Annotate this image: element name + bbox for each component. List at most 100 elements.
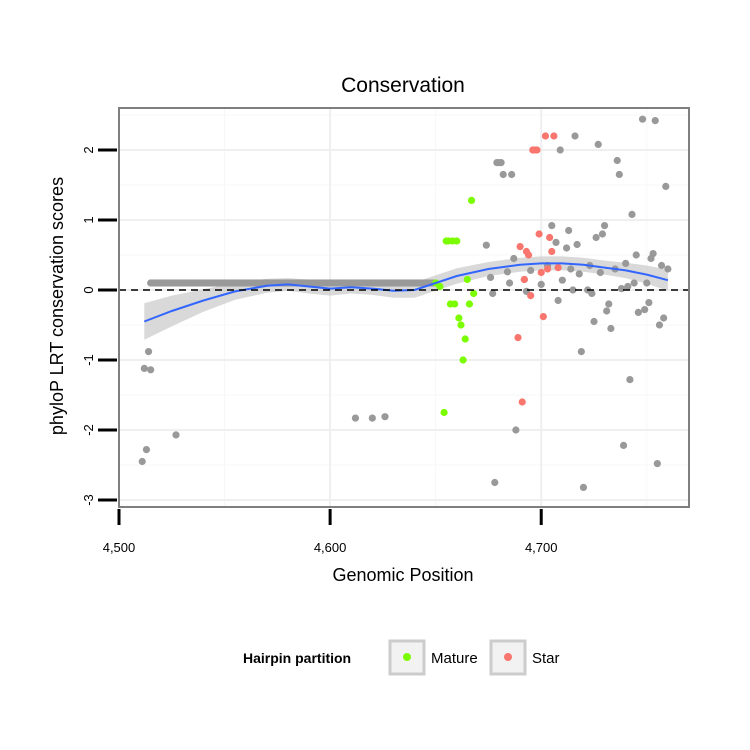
y-tick-label: -3 [81, 494, 96, 506]
point-star [518, 398, 526, 406]
point-mature [436, 282, 444, 291]
point-other [634, 308, 642, 316]
point-other [605, 300, 613, 308]
point-other [603, 307, 611, 315]
x-tick-label: 4,500 [103, 540, 136, 555]
point-other [499, 170, 507, 179]
point-other [381, 413, 389, 421]
smooth-line [143, 262, 669, 323]
point-star [537, 268, 545, 277]
legend-title: Hairpin partition [243, 650, 351, 666]
point-other [588, 289, 596, 298]
point-other [351, 414, 360, 422]
x-axis: 4,500 4,600 4,700 [103, 509, 558, 555]
point-other [592, 233, 600, 242]
point-other [655, 321, 664, 329]
point-other [140, 364, 148, 372]
legend-dot-mature [403, 653, 411, 661]
point-other [569, 286, 577, 294]
point-mature [451, 300, 459, 308]
point-other [628, 210, 636, 218]
legend-item-star: Star [489, 639, 560, 676]
x-axis-label: Genomic Position [332, 565, 473, 585]
legend: Hairpin partition Mature Star [243, 639, 560, 676]
point-star [539, 313, 547, 321]
point-other [505, 279, 514, 287]
point-other [508, 170, 516, 179]
y-axis-label: phyloP LRT conservation scores [47, 177, 67, 435]
y-tick-label: -1 [81, 354, 96, 366]
legend-label-star: Star [532, 650, 560, 667]
confidence-band-area [144, 256, 668, 340]
point-other [596, 268, 604, 277]
legend-item-mature: Mature [388, 639, 478, 676]
point-other [590, 317, 598, 326]
point-other [622, 259, 630, 267]
legend-key-mature [388, 639, 426, 676]
point-other [662, 182, 670, 190]
point-other [512, 426, 520, 434]
point-other [657, 261, 666, 270]
point-other [482, 241, 490, 249]
point-other [579, 483, 588, 491]
point-other [491, 478, 499, 487]
x-tick-label: 4,700 [525, 540, 558, 555]
point-star [546, 233, 554, 242]
plot-area [118, 107, 690, 508]
point-other [613, 156, 621, 165]
point-other [624, 282, 632, 291]
point-mature [463, 275, 471, 284]
point-other [641, 306, 649, 314]
point-other [638, 115, 647, 123]
point-other [594, 140, 602, 148]
point-other [552, 238, 560, 246]
point-other [554, 296, 562, 305]
point-other [138, 457, 146, 466]
point-other [144, 348, 153, 356]
y-axis: -3 -2 -1 0 1 2 [81, 146, 117, 506]
point-other [510, 254, 518, 263]
point-star [516, 243, 524, 251]
point-star [514, 334, 522, 342]
legend-dot-star [504, 653, 512, 661]
y-tick-label: 0 [81, 286, 96, 293]
point-mature [459, 356, 467, 364]
point-other [368, 414, 376, 422]
point-other [626, 376, 634, 384]
point-mature [467, 196, 476, 204]
point-mature [461, 335, 469, 343]
plot-border [118, 107, 690, 508]
point-other [527, 266, 535, 274]
point-mature [457, 321, 465, 329]
point-other [556, 146, 564, 154]
point-other [562, 244, 571, 252]
y-tick-label: -2 [81, 424, 96, 436]
point-star [535, 230, 543, 238]
point-other [664, 265, 672, 273]
point-star [527, 292, 535, 300]
point-other [567, 265, 575, 273]
point-star [541, 132, 550, 140]
confidence-band [144, 256, 668, 340]
point-other [142, 446, 151, 454]
point-star [554, 264, 562, 272]
point-other [571, 132, 579, 140]
point-other [575, 270, 583, 278]
legend-label-mature: Mature [431, 650, 478, 667]
point-other [147, 366, 155, 374]
point-star [524, 251, 533, 259]
point-other [660, 314, 668, 322]
point-other [651, 117, 659, 125]
point-other [632, 251, 640, 259]
point-star [543, 265, 552, 273]
point-other [486, 273, 495, 281]
point-star [520, 275, 528, 284]
point-other [598, 230, 607, 238]
point-other [503, 268, 512, 276]
point-other [630, 279, 638, 287]
point-other [565, 226, 573, 235]
y-tick-label: 2 [81, 146, 96, 153]
point-other [607, 324, 615, 333]
